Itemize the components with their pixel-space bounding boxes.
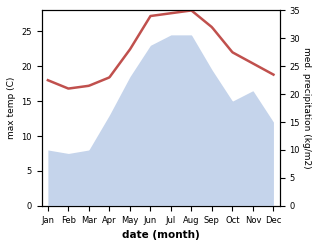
Y-axis label: max temp (C): max temp (C) <box>7 77 16 139</box>
Y-axis label: med. precipitation (kg/m2): med. precipitation (kg/m2) <box>302 47 311 169</box>
X-axis label: date (month): date (month) <box>122 230 199 240</box>
